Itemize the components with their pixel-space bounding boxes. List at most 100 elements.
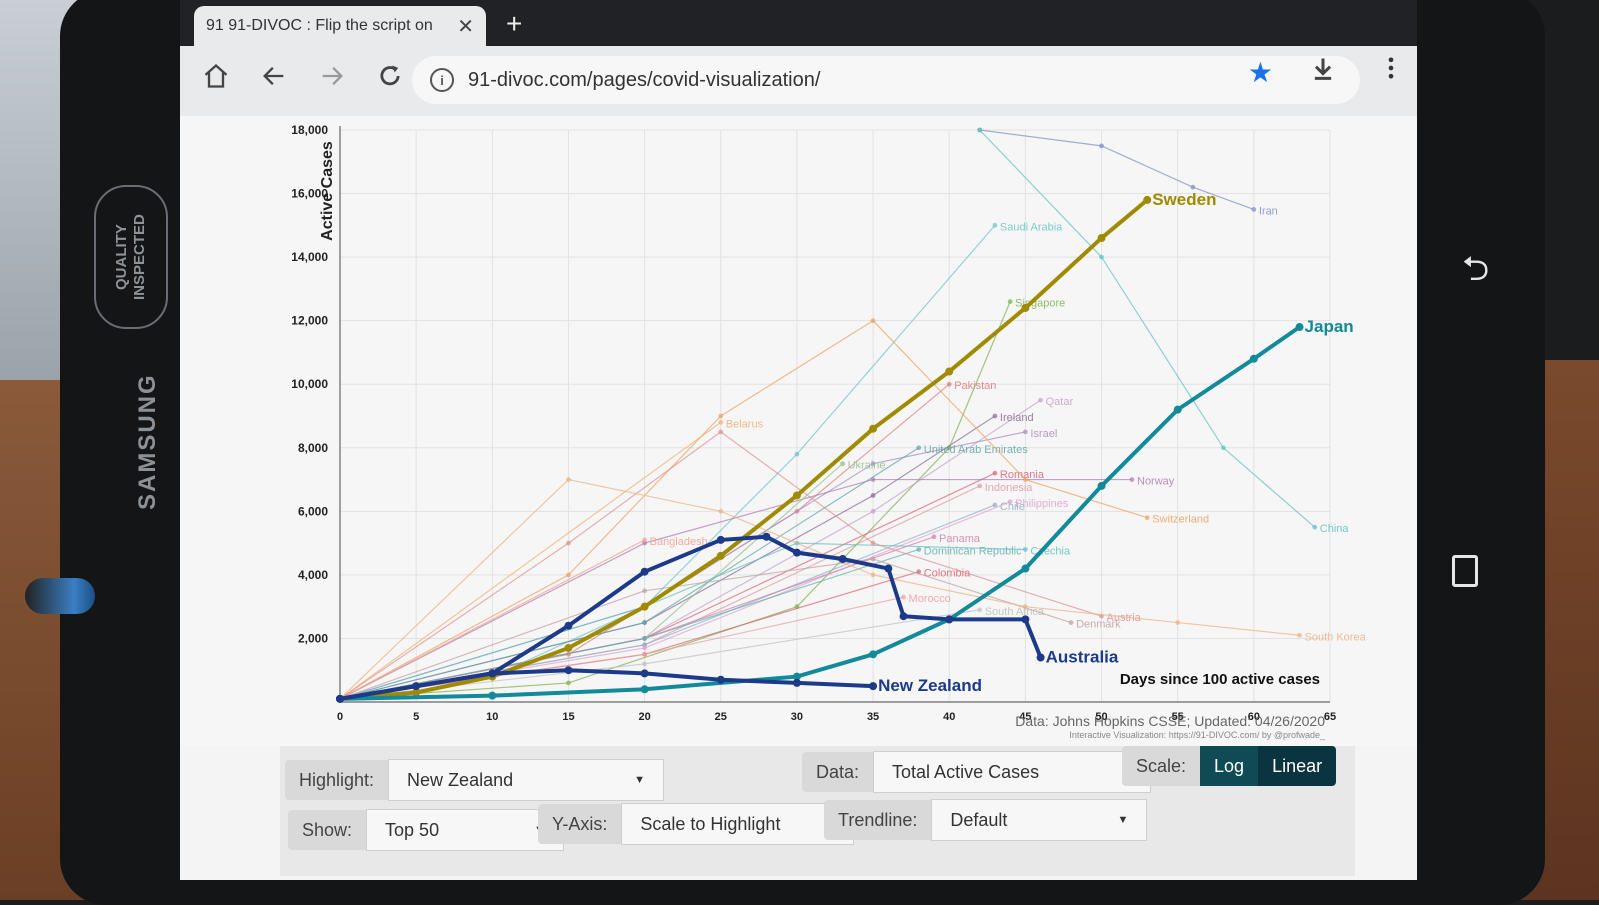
series-line: [339, 421, 722, 700]
series-label: China: [1320, 523, 1350, 535]
series-point: [1249, 354, 1258, 363]
series-point: [762, 532, 771, 541]
y-tick-label: 18,000: [291, 123, 328, 137]
series-point: [336, 694, 344, 703]
x-tick-label: 60: [1248, 711, 1260, 723]
series-line: [339, 539, 645, 700]
series-point: [1099, 143, 1104, 149]
reload-icon[interactable]: [376, 62, 404, 90]
data-select[interactable]: Total Active Cases ▼: [873, 751, 1152, 793]
series-label: New Zealand: [878, 676, 982, 695]
y-axis-control: Y-Axis: Scale to Highlight ▼: [538, 803, 855, 845]
series-point: [1312, 524, 1318, 530]
series-point: [1022, 604, 1028, 610]
series-point: [1068, 620, 1074, 625]
series-point: [884, 564, 893, 573]
series-label: Sweden: [1152, 190, 1216, 209]
chart-background: [180, 116, 1417, 746]
series-label: Ireland: [1000, 412, 1034, 424]
tablet-screen: 91 91-DIVOC : Flip the script on ✕ + i 9…: [180, 0, 1417, 880]
x-tick-label: 20: [638, 711, 650, 723]
trendline-select[interactable]: Default ▼: [931, 799, 1148, 841]
show-select[interactable]: Top 50 ▼: [366, 809, 565, 851]
series-point: [718, 419, 724, 425]
stylus-pen: [25, 578, 95, 614]
series-point: [1097, 481, 1106, 490]
browser-tab[interactable]: 91 91-DIVOC : Flip the script on ✕: [194, 6, 486, 46]
series-point: [1007, 499, 1013, 505]
star-icon[interactable]: ★: [1247, 57, 1273, 88]
series-line: [339, 319, 1148, 700]
series-point: [640, 567, 649, 576]
series-point: [1021, 615, 1030, 624]
series-point: [840, 461, 846, 467]
trendline-label: Trendline:: [824, 800, 932, 840]
address-bar[interactable]: i 91-divoc.com/pages/covid-visualization…: [412, 56, 1360, 104]
chart-axes: 0 5 10 15 20 25 30 35 40 45 50 55 60 65 2,000 4,000 6,00…: [291, 123, 1336, 723]
series-point: [642, 537, 648, 543]
series-label: Norway: [1137, 476, 1175, 488]
chart-highlighted-series: Sweden Japan Australia New Zealand: [336, 190, 1354, 703]
series-point: [566, 680, 571, 686]
new-tab-icon[interactable]: +: [506, 8, 523, 39]
highlight-control: Highlight: New Zealand ▼: [285, 759, 665, 801]
menu-icon[interactable]: [1385, 54, 1397, 82]
series-point: [792, 548, 801, 557]
series-point: [1220, 445, 1226, 451]
x-tick-label: 45: [1019, 711, 1031, 723]
scale-log-button[interactable]: Log: [1200, 746, 1259, 786]
series-point: [869, 650, 878, 659]
series-point: [792, 491, 801, 500]
url-text[interactable]: 91-divoc.com/pages/covid-visualization/: [468, 68, 821, 91]
home-icon[interactable]: [202, 62, 230, 90]
browser-tab-bar: 91 91-DIVOC : Flip the script on ✕ +: [180, 0, 1417, 46]
y-axis-label: Y-Axis:: [538, 804, 622, 844]
series-label: Philippines: [1015, 498, 1069, 510]
y-axis-title: Active Cases: [319, 141, 336, 241]
series-label: United Arab Emirates: [924, 444, 1028, 456]
series-label: Switzerland: [1152, 514, 1209, 526]
y-axis-select[interactable]: Scale to Highlight ▼: [621, 803, 855, 845]
series-point: [566, 477, 571, 482]
highlight-select[interactable]: New Zealand ▼: [388, 759, 665, 801]
download-icon[interactable]: [1309, 54, 1337, 84]
highlight-value: New Zealand: [407, 769, 514, 790]
device-back-icon[interactable]: ⮌: [1462, 250, 1490, 288]
series-label: Austria: [1107, 612, 1142, 624]
series-point: [977, 607, 983, 613]
chevron-down-icon: ▼: [634, 774, 646, 786]
series-point: [792, 672, 801, 681]
y-tick-label: 10,000: [291, 377, 328, 391]
show-control: Show: Top 50 ▼: [288, 809, 565, 851]
series-point: [870, 318, 876, 324]
series-point: [916, 445, 922, 451]
data-source-note: Data: Johns Hopkins CSSE; Updated: 04/26…: [1015, 713, 1325, 729]
info-icon[interactable]: i: [430, 68, 454, 92]
series-point: [642, 651, 648, 657]
credit-note[interactable]: Interactive Visualization: https://91-DI…: [1069, 730, 1326, 740]
forward-icon[interactable]: [318, 62, 346, 90]
series-point: [870, 461, 876, 467]
series-line: [339, 478, 1132, 700]
covid-active-cases-chart: 0 5 10 15 20 25 30 35 40 45 50 55 60 65 2,000 4,000 6,00…: [180, 116, 1417, 746]
series-label: Saudi Arabia: [1000, 221, 1063, 233]
series-point: [412, 682, 421, 691]
device-recent-apps-icon[interactable]: [1452, 555, 1478, 587]
series-point: [870, 556, 876, 562]
series-point: [870, 493, 876, 498]
series-point: [946, 381, 952, 387]
series-label: Qatar: [1046, 396, 1074, 408]
x-tick-label: 30: [791, 711, 803, 723]
series-point: [792, 678, 801, 687]
series-point: [642, 588, 648, 594]
series-point: [869, 682, 878, 691]
close-tab-icon[interactable]: ✕: [457, 15, 474, 38]
series-point: [1022, 547, 1028, 552]
series-label: Iran: [1259, 205, 1278, 217]
series-label: Australia: [1046, 648, 1119, 667]
series-label: Japan: [1305, 317, 1354, 336]
back-icon[interactable]: [260, 62, 288, 90]
scale-linear-button[interactable]: Linear: [1258, 746, 1337, 786]
x-tick-label: 65: [1324, 711, 1336, 723]
series-point: [945, 615, 954, 624]
